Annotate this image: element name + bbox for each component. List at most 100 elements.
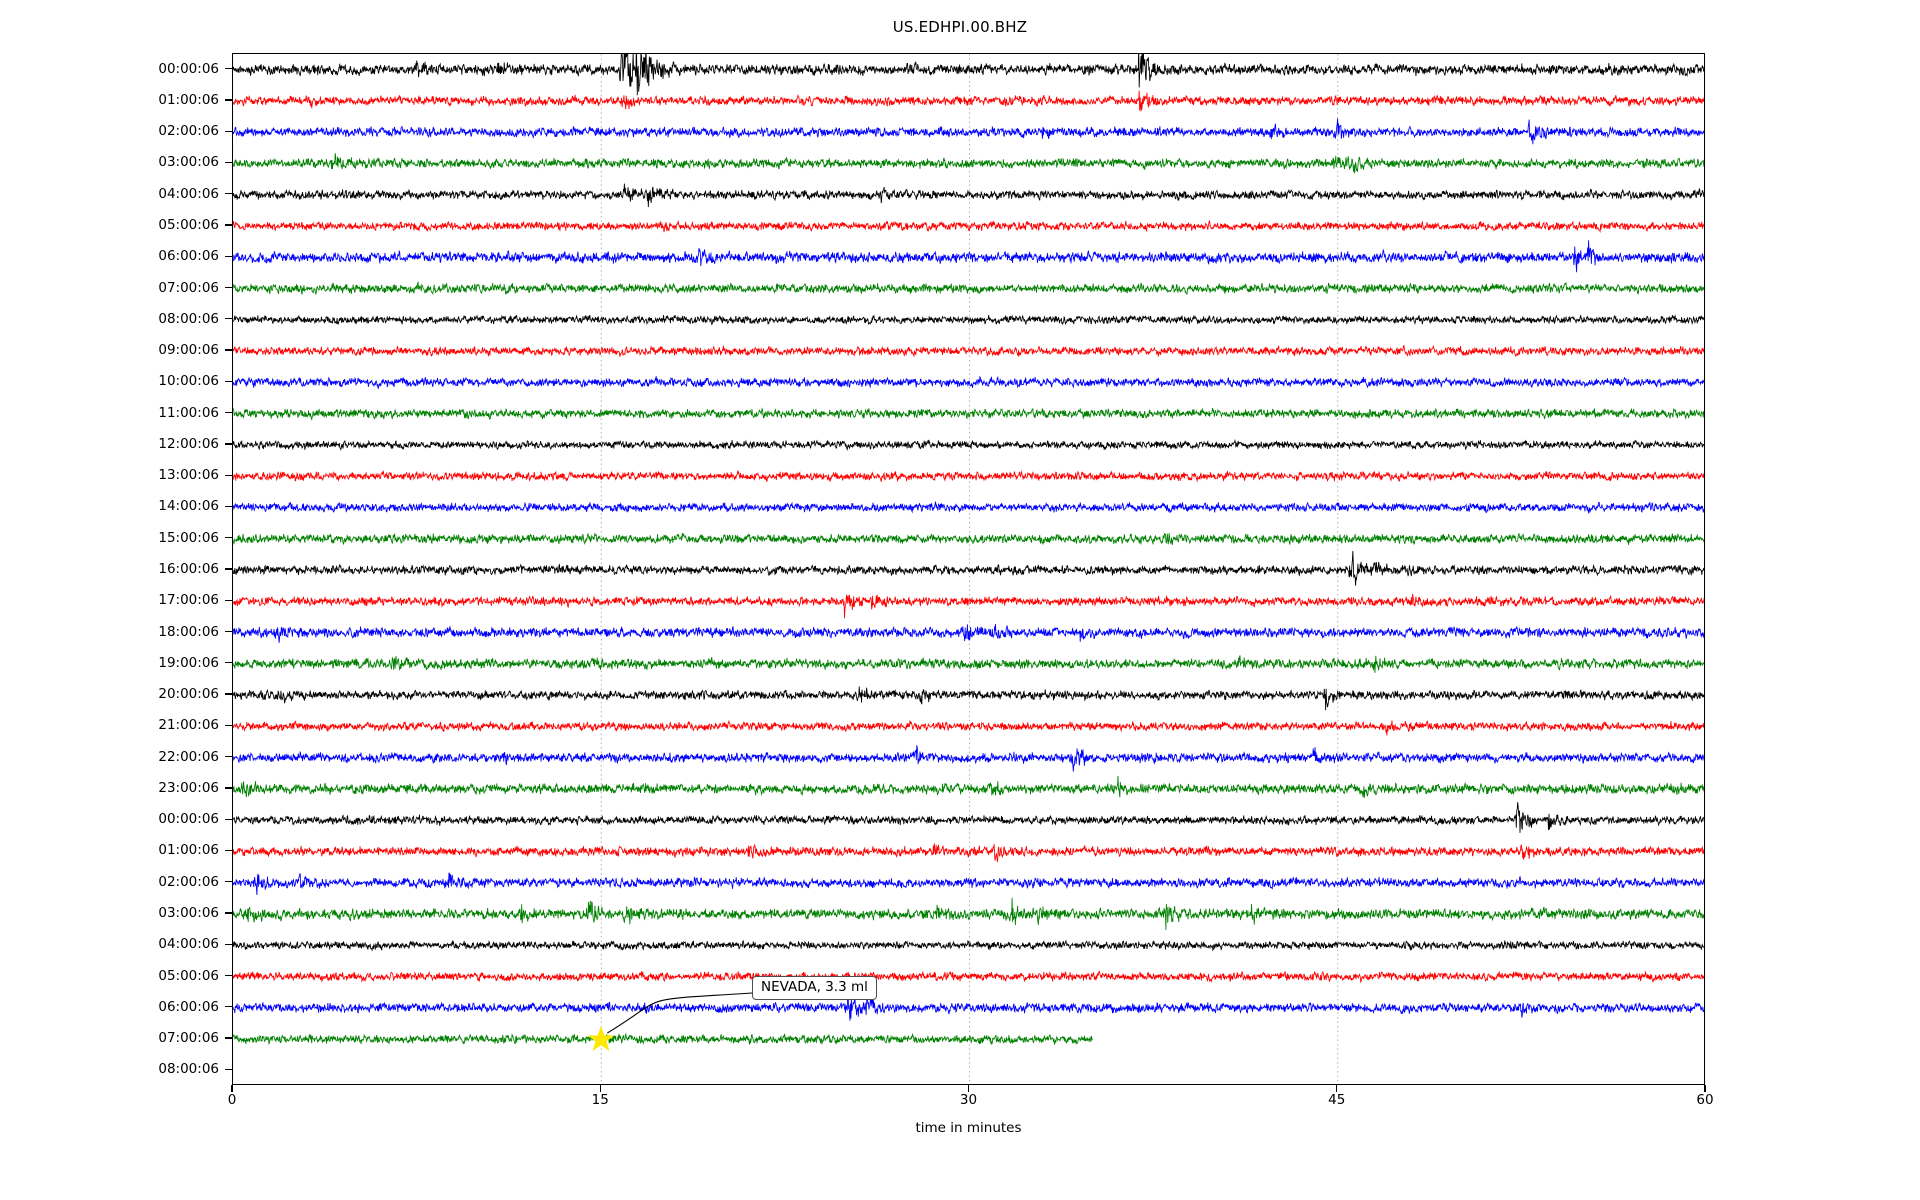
seismic-trace	[233, 623, 1704, 643]
y-tick-mark	[225, 724, 232, 726]
y-tick-label: 03:00:06	[158, 905, 219, 921]
y-tick-mark	[225, 662, 232, 664]
y-tick-label: 14:00:06	[158, 498, 219, 515]
y-tick-label: 22:00:06	[158, 748, 219, 765]
y-tick-mark	[225, 568, 232, 570]
y-tick-mark	[225, 411, 232, 414]
y-tick-mark	[225, 693, 232, 695]
y-tick-label: 04:00:06	[158, 936, 219, 953]
y-tick-mark	[225, 474, 232, 476]
y-tick-label: 03:00:06	[158, 154, 219, 171]
seismic-trace	[233, 153, 1704, 174]
x-tick-mark	[231, 1085, 233, 1092]
y-tick-mark	[225, 130, 232, 132]
seismic-trace	[233, 843, 1704, 863]
seismic-trace	[233, 54, 1704, 96]
seismic-trace	[233, 240, 1704, 273]
seismic-trace	[233, 118, 1704, 145]
y-tick-label: 02:00:06	[158, 123, 219, 140]
y-tick-label: 21:00:06	[158, 717, 219, 734]
y-tick-mark	[225, 630, 232, 633]
seismic-trace	[233, 593, 1704, 619]
y-tick-label: 05:00:06	[158, 967, 219, 984]
y-tick-label: 18:00:06	[158, 623, 219, 640]
y-tick-label: 17:00:06	[158, 592, 219, 609]
x-axis-label: time in minutes	[915, 1120, 1022, 1136]
trace-canvas	[233, 54, 1704, 1084]
seismic-trace	[233, 719, 1704, 736]
page-title: US.EDHPI.00.BHZ	[892, 18, 1028, 36]
x-tick-label: 60	[1696, 1092, 1714, 1108]
seismic-trace	[233, 872, 1704, 895]
y-tick-label: 10:00:06	[158, 373, 219, 390]
y-tick-label: 20:00:06	[158, 686, 219, 703]
seismic-trace	[233, 344, 1704, 358]
seismic-trace	[233, 375, 1704, 389]
y-tick-mark	[225, 849, 232, 852]
y-tick-mark	[225, 1037, 232, 1039]
seismic-trace	[233, 802, 1704, 833]
y-tick-mark	[225, 161, 232, 164]
y-tick-mark	[225, 912, 232, 914]
y-tick-mark	[225, 286, 232, 289]
y-tick-label: 05:00:06	[158, 217, 219, 233]
y-tick-mark	[225, 193, 232, 195]
x-tick-mark	[1336, 1085, 1338, 1092]
y-tick-mark	[225, 318, 232, 320]
y-tick-label: 08:00:06	[158, 1061, 219, 1078]
seismic-trace	[233, 939, 1704, 952]
y-tick-label: 13:00:06	[158, 467, 219, 484]
y-tick-label: 07:00:06	[158, 279, 219, 296]
y-tick-label: 15:00:06	[158, 529, 219, 546]
y-tick-mark	[225, 943, 232, 945]
y-tick-label: 00:00:06	[158, 60, 219, 77]
x-tick-label: 15	[591, 1092, 609, 1108]
y-tick-mark	[225, 505, 232, 508]
x-tick-label: 30	[959, 1092, 978, 1108]
y-tick-label: 23:00:06	[158, 779, 219, 796]
y-tick-mark	[225, 380, 232, 382]
seismic-trace	[233, 993, 1704, 1021]
x-tick-label: 45	[1328, 1092, 1346, 1108]
y-tick-mark	[225, 67, 232, 70]
y-tick-mark	[225, 443, 232, 445]
x-tick-mark	[599, 1085, 601, 1092]
x-tick-label: 0	[227, 1092, 237, 1108]
seismic-trace	[233, 897, 1704, 931]
x-tick-mark	[967, 1085, 970, 1092]
y-tick-mark	[225, 881, 232, 883]
y-tick-label: 04:00:06	[158, 185, 219, 202]
seismic-trace	[233, 314, 1704, 326]
y-tick-mark	[225, 974, 232, 977]
y-tick-label: 09:00:06	[158, 342, 219, 359]
y-tick-label: 19:00:06	[158, 654, 219, 671]
y-tick-mark	[225, 1006, 232, 1008]
y-tick-label: 01:00:06	[158, 91, 219, 108]
seismic-trace	[233, 407, 1704, 421]
y-tick-mark	[225, 224, 232, 226]
seismic-trace	[233, 219, 1704, 233]
seismic-trace	[233, 655, 1704, 673]
y-tick-label: 02:00:06	[158, 873, 219, 890]
y-tick-mark	[225, 255, 232, 257]
event-annotation-label[interactable]: NEVADA, 3.3 ml	[752, 976, 877, 1000]
y-tick-label: 11:00:06	[158, 404, 219, 421]
seismic-trace	[233, 550, 1704, 586]
y-tick-mark	[225, 599, 232, 601]
y-tick-mark	[225, 818, 232, 820]
y-tick-mark	[225, 349, 232, 351]
y-tick-mark	[225, 537, 232, 539]
seismic-trace	[233, 500, 1704, 515]
seismic-trace	[233, 90, 1704, 112]
plot-area[interactable]: NEVADA, 3.3 ml	[232, 53, 1705, 1085]
seismic-trace	[233, 439, 1704, 451]
y-tick-label: 16:00:06	[158, 561, 219, 577]
seismic-trace	[233, 1032, 1093, 1046]
y-tick-label: 01:00:06	[158, 842, 219, 859]
seismic-trace	[233, 470, 1704, 483]
y-tick-label: 06:00:06	[158, 248, 219, 265]
y-tick-label: 12:00:06	[158, 435, 219, 452]
y-tick-mark	[225, 755, 232, 758]
x-tick-mark	[1704, 1085, 1706, 1092]
